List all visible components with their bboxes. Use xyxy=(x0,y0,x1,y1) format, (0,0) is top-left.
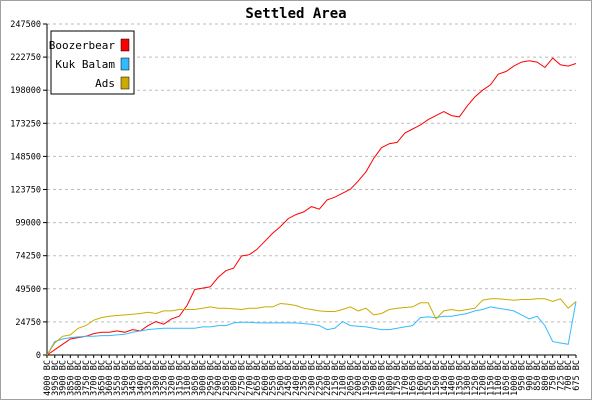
x-tick-label: 950 BC xyxy=(518,360,528,391)
x-tick-label: 1300 BC xyxy=(463,360,473,396)
x-tick-label: 2750 BC xyxy=(237,360,247,396)
x-tick-label: 900 BC xyxy=(525,360,535,391)
x-tick-label: 3450 BC xyxy=(129,360,139,396)
y-tick-label: 49500 xyxy=(15,285,41,295)
legend-box xyxy=(50,30,135,95)
x-tick-label: 3000 BC xyxy=(199,360,209,396)
x-tick-label: 1100 BC xyxy=(494,360,504,396)
x-tick-label: 2650 BC xyxy=(253,360,263,396)
x-tick-label: 1950 BC xyxy=(362,360,372,396)
x-tick-label: 3250 BC xyxy=(160,360,170,396)
x-tick-label: 3850 BC xyxy=(66,360,76,396)
legend-label: Ads xyxy=(95,77,115,90)
x-tick-label: 2950 BC xyxy=(206,360,216,396)
series-line-boozerbear xyxy=(46,57,577,356)
x-tick-label: 3100 BC xyxy=(183,360,193,396)
x-tick-label: 2150 BC xyxy=(331,360,341,396)
x-tick-label: 1250 BC xyxy=(471,360,481,396)
x-tick-label: 1800 BC xyxy=(385,360,395,396)
x-tick-label: 1000 BC xyxy=(510,360,520,396)
x-tick-label: 1350 BC xyxy=(455,360,465,396)
x-tick-label: 2200 BC xyxy=(323,360,333,396)
y-tick-label: 198000 xyxy=(10,86,41,96)
x-tick-label: 3150 BC xyxy=(175,360,185,396)
y-tick-label: 148500 xyxy=(10,152,41,162)
series-line-ads xyxy=(46,298,577,356)
legend-label: Kuk Balam xyxy=(55,58,115,71)
x-tick-label: 2250 BC xyxy=(315,360,325,396)
x-tick-label: 1850 BC xyxy=(378,360,388,396)
x-tick-label: 725 BC xyxy=(556,360,566,391)
x-tick-label: 1450 BC xyxy=(440,360,450,396)
x-tick-label: 1500 BC xyxy=(432,360,442,396)
x-tick-label: 3650 BC xyxy=(97,360,107,396)
x-tick-label: 3050 BC xyxy=(191,360,201,396)
y-tick-label: 247500 xyxy=(10,20,41,30)
x-tick-label: 2400 BC xyxy=(292,360,302,396)
x-tick-label: 2100 BC xyxy=(339,360,349,396)
x-tick-label: 2350 BC xyxy=(300,360,310,396)
x-tick-label: 3550 BC xyxy=(113,360,123,396)
x-tick-label: 2300 BC xyxy=(308,360,318,396)
x-tick-label: 2000 BC xyxy=(354,360,364,396)
x-tick-label: 3350 BC xyxy=(144,360,154,396)
x-tick-label: 1600 BC xyxy=(416,360,426,396)
x-tick-label: 850 BC xyxy=(533,360,543,391)
series-lines xyxy=(46,57,577,356)
x-tick-label: 3500 BC xyxy=(121,360,131,396)
x-tick-label: 750 BC xyxy=(549,360,559,391)
x-tick-label: 2500 BC xyxy=(276,360,286,396)
x-tick-label: 3300 BC xyxy=(152,360,162,396)
y-tick-label: 222750 xyxy=(10,53,41,63)
x-tick-label: 1650 BC xyxy=(409,360,419,396)
x-tick-label: 1550 BC xyxy=(424,360,434,396)
x-tick-label: 2700 BC xyxy=(245,360,255,396)
x-tick-label: 4000 BC xyxy=(43,360,53,396)
x-tick-label: 3800 BC xyxy=(74,360,84,396)
x-tick-label: 700 BC xyxy=(564,360,574,391)
x-tick-label: 3750 BC xyxy=(82,360,92,396)
x-tick-label: 3700 BC xyxy=(90,360,100,396)
grid xyxy=(47,23,576,323)
y-tick-label: 74250 xyxy=(15,252,41,262)
y-axis-ticks: 0 24750 49500 74250 99000 123750 148500 173250 1… xyxy=(10,20,47,361)
x-tick-label: 2600 BC xyxy=(261,360,271,396)
x-tick-label: 2050 BC xyxy=(346,360,356,396)
x-tick-label: 675 BC xyxy=(572,360,582,391)
x-tick-label: 3400 BC xyxy=(136,360,146,396)
x-tick-label: 1150 BC xyxy=(486,360,496,396)
y-tick-label: 0 xyxy=(36,351,41,361)
x-tick-label: 1900 BC xyxy=(370,360,380,396)
x-tick-label: 1200 BC xyxy=(479,360,489,396)
x-tick-label: 3900 BC xyxy=(59,360,69,396)
legend-swatch xyxy=(120,57,130,71)
series-line-kuk-balam xyxy=(46,301,577,356)
x-tick-label: 2850 BC xyxy=(222,360,232,396)
x-tick-label: 1700 BC xyxy=(401,360,411,396)
legend-swatch xyxy=(120,38,130,52)
x-tick-label: 1750 BC xyxy=(393,360,403,396)
y-tick-label: 24750 xyxy=(15,318,41,328)
chart-title: Settled Area xyxy=(245,6,346,22)
x-tick-label: 1400 BC xyxy=(448,360,458,396)
x-tick-label: 3600 BC xyxy=(105,360,115,396)
y-tick-label: 173250 xyxy=(10,119,41,129)
x-tick-label: 3950 BC xyxy=(51,360,61,396)
legend: Boozerbear Kuk Balam Ads xyxy=(49,30,135,95)
x-tick-label: 800 BC xyxy=(541,360,551,391)
legend-label: Boozerbear xyxy=(49,39,116,52)
x-tick-label: 3200 BC xyxy=(167,360,177,396)
y-tick-label: 123750 xyxy=(10,186,41,196)
x-tick-label: 2900 BC xyxy=(214,360,224,396)
x-tick-label: 2550 BC xyxy=(269,360,279,396)
y-tick-label: 99000 xyxy=(15,219,41,229)
legend-swatch xyxy=(120,76,130,90)
x-tick-label: 2450 BC xyxy=(284,360,294,396)
x-tick-label: 2800 BC xyxy=(230,360,240,396)
x-tick-label: 1050 BC xyxy=(502,360,512,396)
